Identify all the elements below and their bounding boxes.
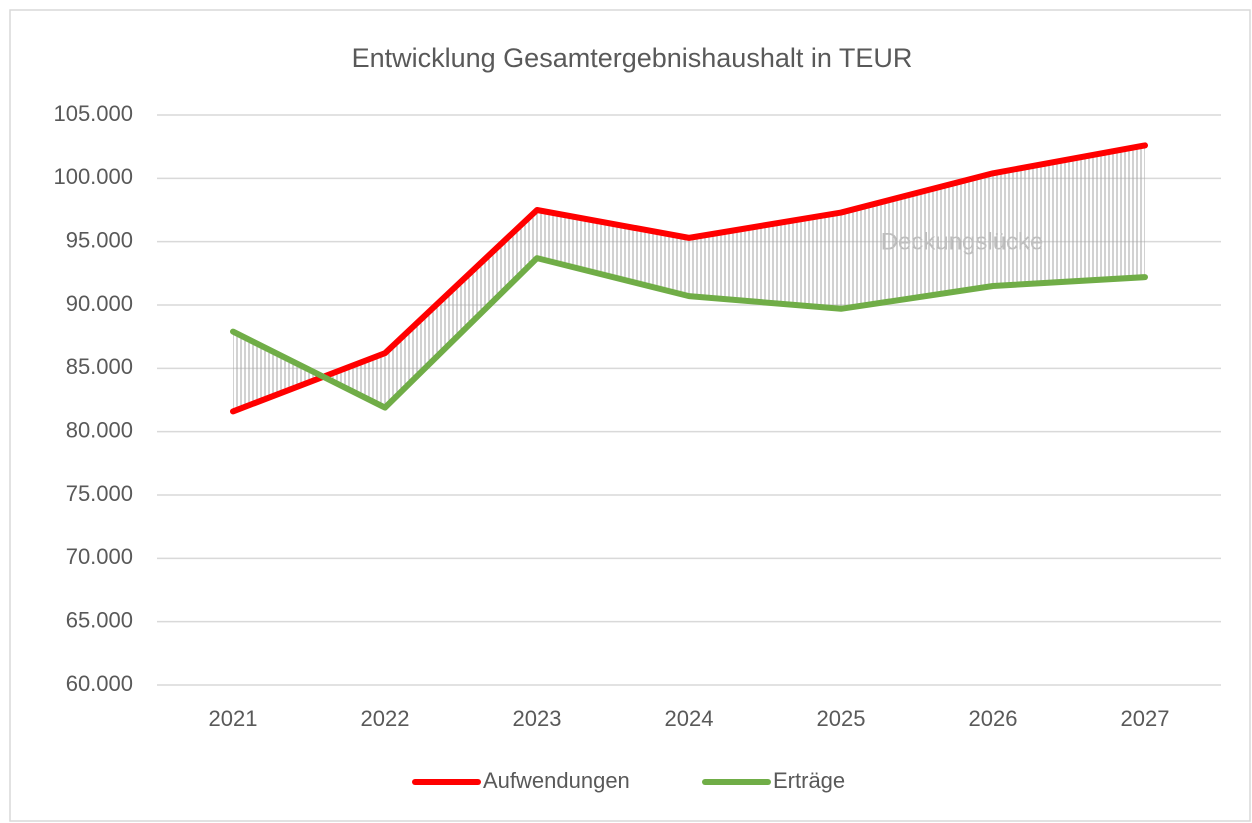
- x-tick-label: 2025: [817, 706, 866, 731]
- series-line: [230, 255, 1148, 411]
- y-tick-label: 65.000: [66, 607, 133, 632]
- chart-title: Entwicklung Gesamtergebnishaushalt in TE…: [352, 43, 913, 73]
- y-tick-label: 70.000: [66, 544, 133, 569]
- y-tick-label: 60.000: [66, 671, 133, 696]
- series-line: [230, 142, 1148, 415]
- legend-label: Erträge: [773, 768, 845, 793]
- y-tick-label: 85.000: [66, 354, 133, 379]
- y-tick-label: 80.000: [66, 417, 133, 442]
- x-tick-label: 2021: [209, 706, 258, 731]
- x-tick-label: 2027: [1121, 706, 1170, 731]
- y-tick-label: 75.000: [66, 481, 133, 506]
- gap-hatch: [233, 145, 1145, 412]
- y-tick-label: 105.000: [53, 101, 133, 126]
- y-tick-label: 95.000: [66, 227, 133, 252]
- x-tick-label: 2022: [361, 706, 410, 731]
- y-tick-label: 90.000: [66, 291, 133, 316]
- legend-label: Aufwendungen: [483, 768, 630, 793]
- y-tick-label: 100.000: [53, 164, 133, 189]
- annotation: Deckungslücke: [881, 228, 1044, 255]
- chart-frame: [9, 9, 1251, 822]
- x-tick-label: 2026: [969, 706, 1018, 731]
- x-tick-label: 2024: [665, 706, 714, 731]
- x-tick-label: 2023: [513, 706, 562, 731]
